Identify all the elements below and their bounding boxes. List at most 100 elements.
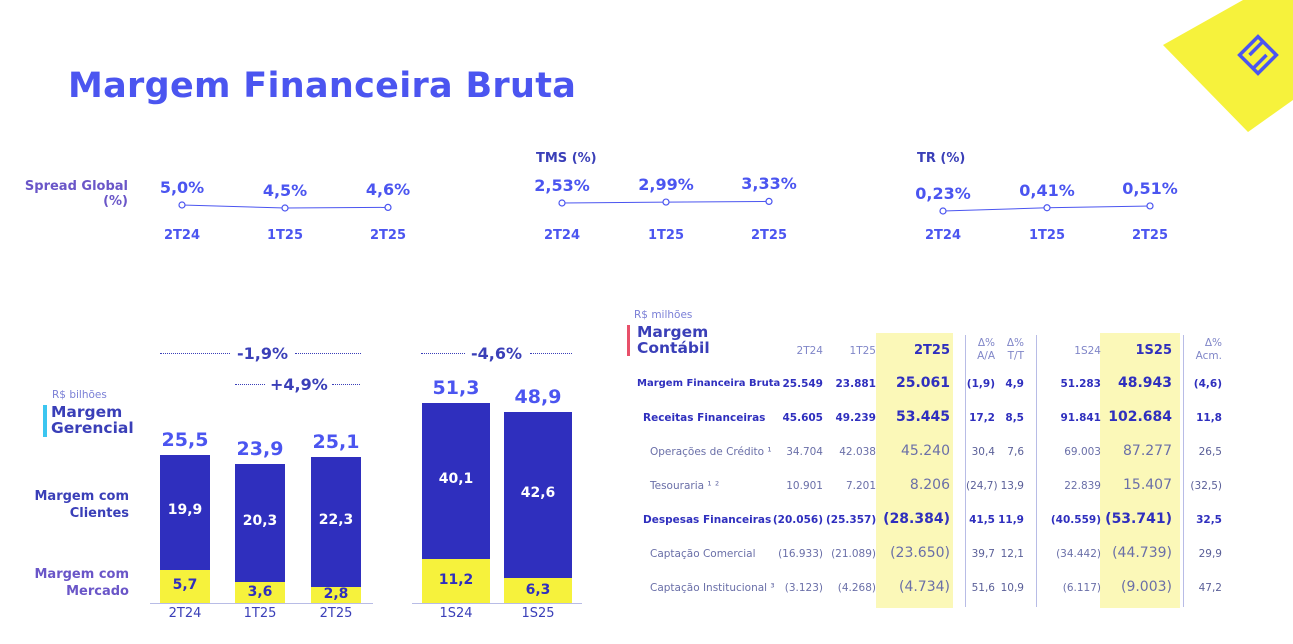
table-cell: 8.206	[909, 477, 950, 493]
table-cell: 34.704	[786, 446, 823, 458]
table-cell: 29,9	[1198, 548, 1222, 560]
highlight-2t25	[876, 333, 953, 608]
th-delta-tt-1: Δ%	[1006, 337, 1024, 349]
table-cell: 102.684	[1108, 409, 1172, 425]
table-title-line1: Margem	[637, 323, 709, 341]
table-cell: (9.003)	[1120, 579, 1172, 595]
delta-yoy-line-right	[295, 353, 361, 354]
tr-x-label: 1T25	[1028, 228, 1065, 243]
table-cell: 25.549	[782, 378, 823, 390]
table-row-label: Margem Financeira Bruta	[637, 378, 781, 389]
tr-x-label: 2T24	[924, 228, 961, 243]
table-cell: (32,5)	[1190, 480, 1222, 492]
bar-clientes-label: 42,6	[520, 485, 556, 502]
table-separator-1	[965, 335, 966, 607]
th-delta-tt: Δ% T/T	[998, 337, 1024, 363]
table-separator-3	[1183, 335, 1184, 607]
bar-mercado-label: 3,6	[247, 583, 273, 600]
table-cell: 41,5	[969, 514, 995, 526]
tms-value-label: 2,99%	[638, 175, 694, 195]
table-cell: 17,2	[969, 412, 995, 424]
bar-mercado	[422, 559, 490, 603]
table-cell: 22.839	[1064, 480, 1101, 492]
tms-point	[765, 197, 773, 205]
bar-mercado-label: 2,8	[323, 585, 349, 602]
table-cell: 39,7	[971, 548, 995, 560]
tr-value-label: 0,41%	[1019, 180, 1075, 200]
tr-x-label: 2T25	[1131, 228, 1168, 243]
table-cell: (40.559)	[1050, 514, 1101, 526]
spread-x-label: 1T25	[266, 228, 303, 243]
axis-line-quarters	[150, 603, 373, 604]
spread-x-label: 2T24	[163, 228, 200, 243]
th-delta-acm: Δ% Acm.	[1186, 337, 1222, 363]
bar-clientes-label: 20,3	[242, 513, 278, 530]
table-cell: 26,5	[1198, 446, 1222, 458]
spread-point	[281, 204, 289, 212]
bar-clientes-label: 19,9	[167, 502, 203, 519]
delta-yoy-line-left	[160, 353, 230, 354]
bar-clientes	[504, 412, 572, 579]
legend-mercado: Margem com Mercado	[34, 567, 130, 599]
tr-point	[1043, 204, 1051, 212]
table-cell: (4.268)	[837, 582, 876, 594]
gerencial-title: Margem Gerencial	[51, 404, 134, 436]
table-cell: 7.201	[845, 480, 876, 492]
bar-clientes	[422, 402, 490, 560]
delta-qoq: +4,9%	[270, 375, 328, 394]
gerencial-unit: R$ bilhões	[52, 389, 107, 401]
tr-value-label: 0,23%	[915, 184, 971, 203]
table-cell: (16.933)	[778, 548, 823, 560]
table-cell: 12,1	[1000, 548, 1024, 560]
table-cell: (24,7)	[966, 480, 998, 492]
bar-mercado	[311, 586, 361, 603]
highlight-1s25	[1100, 333, 1180, 608]
bar-x-label: 1T25	[243, 606, 277, 621]
table-unit: R$ milhões	[634, 309, 693, 321]
bar-clientes-label: 22,3	[318, 512, 354, 529]
delta-sem-line-left	[421, 353, 465, 354]
th-1t25: 1T25	[849, 345, 876, 357]
tms-x-label: 1T25	[647, 228, 684, 243]
th-2t25: 2T25	[913, 343, 950, 358]
table-cell: 10.901	[786, 480, 823, 492]
table-row-label: Tesouraria ¹ ²	[650, 480, 720, 492]
table-title-line2: Contábil	[637, 339, 710, 357]
table-cell: 47,2	[1198, 582, 1222, 594]
table-cell: 25.061	[895, 375, 950, 391]
table-cell: 51,6	[971, 582, 995, 594]
delta-qoq-line-left	[235, 384, 265, 385]
table-cell: 7,6	[1007, 446, 1024, 458]
table-cell: 13,9	[1000, 480, 1024, 492]
table-cell: 45.240	[901, 443, 950, 459]
spread-value-label: 4,6%	[365, 180, 411, 200]
th-delta-acm-2: Acm.	[1195, 350, 1222, 362]
table-row-label: Captação Institucional ³	[650, 582, 775, 594]
table-cell: 11,8	[1196, 412, 1222, 424]
table-separator-2	[1036, 335, 1037, 607]
spread-value-label: 4,5%	[262, 181, 308, 200]
bar-mercado	[160, 569, 210, 603]
table-cell: 45.605	[782, 412, 823, 424]
bar-mercado	[235, 582, 285, 603]
bar-mercado-label: 5,7	[172, 577, 198, 594]
bar-clientes	[235, 464, 285, 583]
table-cell: 49.239	[835, 412, 876, 424]
th-delta-tt-2: T/T	[1007, 350, 1024, 362]
table-cell: 8,5	[1005, 412, 1024, 424]
bar-mercado	[504, 578, 572, 603]
gerencial-title-line1: Margem	[51, 403, 123, 421]
th-1s24: 1S24	[1074, 345, 1101, 357]
table-cell: 53.445	[895, 409, 950, 425]
th-1s25: 1S25	[1135, 343, 1173, 358]
table-cell: (28.384)	[883, 511, 950, 527]
bar-total-label: 48,9	[514, 386, 562, 409]
tr-point	[1146, 202, 1154, 210]
delta-yoy: -1,9%	[237, 344, 289, 363]
table-cell: (4.734)	[898, 579, 950, 595]
table-cell: (3.123)	[784, 582, 823, 594]
th-2t24: 2T24	[796, 345, 823, 357]
table-cell: (44.739)	[1112, 545, 1172, 561]
tr-value-label: 0,51%	[1122, 178, 1178, 198]
table-cell: 48.943	[1117, 375, 1172, 391]
